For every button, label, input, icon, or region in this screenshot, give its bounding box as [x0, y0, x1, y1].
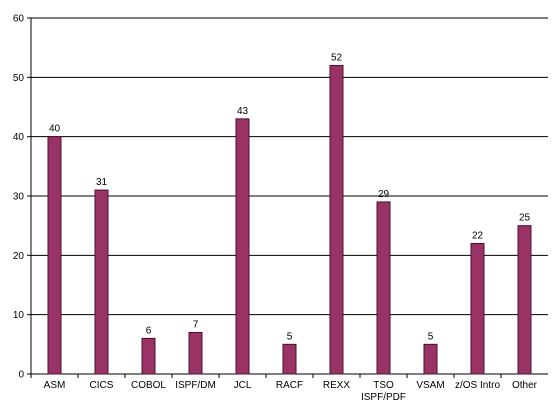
x-tick-label: ASM	[44, 380, 66, 391]
y-tick-label: 40	[13, 132, 25, 143]
data-label: 25	[519, 213, 531, 224]
data-label: 6	[146, 325, 152, 336]
x-tick-label: RACF	[276, 380, 303, 391]
x-tick-label: z/OS Intro	[455, 380, 500, 391]
bar	[282, 343, 297, 375]
bar	[423, 343, 438, 375]
bar	[235, 118, 250, 375]
x-tick-label: VSAM	[416, 380, 444, 391]
bar	[141, 337, 156, 375]
x-tick-label: REXX	[323, 380, 351, 391]
data-label: 43	[237, 106, 249, 117]
data-label: 5	[287, 331, 293, 342]
data-label: 22	[472, 230, 484, 241]
y-tick-label: 0	[18, 370, 24, 381]
y-tick-label: 10	[13, 310, 25, 321]
data-label: 52	[331, 52, 343, 63]
x-tick-label: TSO ISPF/PDF	[361, 380, 406, 403]
y-tick-label: 60	[13, 14, 25, 25]
x-tick-label: COBOL	[131, 380, 166, 391]
bar	[470, 242, 485, 375]
bar	[47, 136, 62, 375]
data-label: 31	[96, 177, 108, 188]
bar	[517, 225, 532, 375]
y-tick-label: 30	[13, 192, 25, 203]
x-tick-label: CICS	[90, 380, 114, 391]
y-tick-label: 50	[13, 73, 25, 84]
data-label: 40	[49, 124, 61, 135]
x-tick-label: Other	[512, 380, 538, 391]
data-label: 7	[193, 319, 199, 330]
y-tick-label: 20	[13, 251, 25, 262]
bar	[188, 331, 203, 375]
x-tick-label: JCL	[234, 380, 252, 391]
x-tick-label: ISPF/DM	[175, 380, 216, 391]
data-label: 5	[428, 331, 434, 342]
bar	[329, 64, 344, 375]
bar	[376, 201, 391, 375]
bar	[94, 189, 109, 375]
data-label: 29	[378, 189, 390, 200]
